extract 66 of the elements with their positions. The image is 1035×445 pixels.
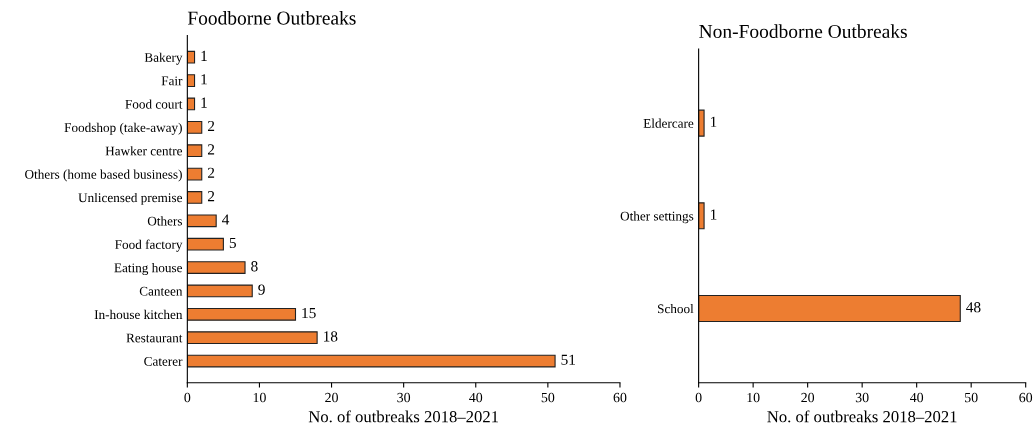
y-tick-label: Eldercare <box>643 118 694 128</box>
y-tick-label: Hawker centre <box>105 146 183 156</box>
x-tick-label: 30 <box>855 392 869 403</box>
x-tick-label: 30 <box>397 392 411 403</box>
bar <box>187 120 203 134</box>
data-label: 51 <box>561 354 575 365</box>
y-tick-label: Fair <box>161 76 183 86</box>
x-tick-label: 0 <box>184 392 191 403</box>
y-tick-label: Food factory <box>115 239 183 252</box>
data-label: 5 <box>229 237 236 249</box>
bar <box>187 191 203 204</box>
data-label: 1 <box>201 74 207 85</box>
y-tick-label: Foodshop (take-away) <box>64 122 182 135</box>
y-tick-label: In-house kitchen <box>94 309 183 320</box>
x-tick-label: 60 <box>1019 392 1033 403</box>
data-label: 2 <box>207 167 215 178</box>
y-tick-label: Food court <box>125 99 183 109</box>
x-tick-label: 50 <box>965 392 978 403</box>
chart-title: Non-Foodborne Outbreaks <box>699 24 907 39</box>
y-tick-label: Eating house <box>114 263 183 276</box>
bar <box>187 331 318 345</box>
data-label: 8 <box>251 261 258 272</box>
y-tick-label: Others <box>147 216 182 226</box>
data-label: 15 <box>302 307 316 319</box>
x-tick-label: 0 <box>695 392 702 403</box>
data-label: 2 <box>207 144 215 155</box>
bar <box>187 237 224 251</box>
data-label: 9 <box>258 284 265 295</box>
x-tick-label: 10 <box>747 392 760 403</box>
y-tick-label: Others (home based business) <box>25 169 182 182</box>
bar <box>187 167 203 181</box>
bar <box>187 284 253 298</box>
x-tick-label: 50 <box>541 392 555 403</box>
y-tick-label: Bakery <box>144 52 183 65</box>
data-label: 1 <box>201 50 207 61</box>
data-label: 4 <box>222 214 230 225</box>
data-label: 18 <box>324 331 338 342</box>
x-tick-label: 60 <box>613 392 627 403</box>
x-tick-label: 40 <box>469 392 483 403</box>
bar <box>187 74 196 87</box>
data-label: 1 <box>201 97 207 108</box>
y-tick-label: Unlicensed premise <box>78 192 183 205</box>
data-label: 48 <box>966 302 981 313</box>
bar <box>187 307 297 321</box>
x-tick-label: 20 <box>801 392 815 403</box>
x-tick-label: 10 <box>253 392 266 403</box>
bar <box>187 97 196 111</box>
bar <box>187 354 556 368</box>
bar <box>187 214 217 228</box>
bar <box>187 144 203 158</box>
y-tick-label: Canteen <box>139 286 183 296</box>
data-label: 2 <box>207 120 215 132</box>
x-tick-label: 20 <box>325 392 338 403</box>
x-tick-label: 40 <box>909 392 924 403</box>
y-tick-label: Other settings <box>620 211 694 224</box>
x-axis-title: No. of outbreaks 2018–2021 <box>308 410 499 423</box>
data-label: 1 <box>710 116 717 127</box>
data-label: 1 <box>710 209 717 220</box>
x-axis-title: No. of outbreaks 2018–2021 <box>767 410 957 423</box>
bar <box>187 261 246 274</box>
bar <box>187 50 196 64</box>
y-tick-label: Caterer <box>144 356 183 366</box>
data-label: 2 <box>207 191 215 202</box>
y-tick-label: School <box>657 303 694 314</box>
chart-title: Foodborne Outbreaks <box>187 11 356 25</box>
y-tick-label: Restaurant <box>126 333 183 343</box>
